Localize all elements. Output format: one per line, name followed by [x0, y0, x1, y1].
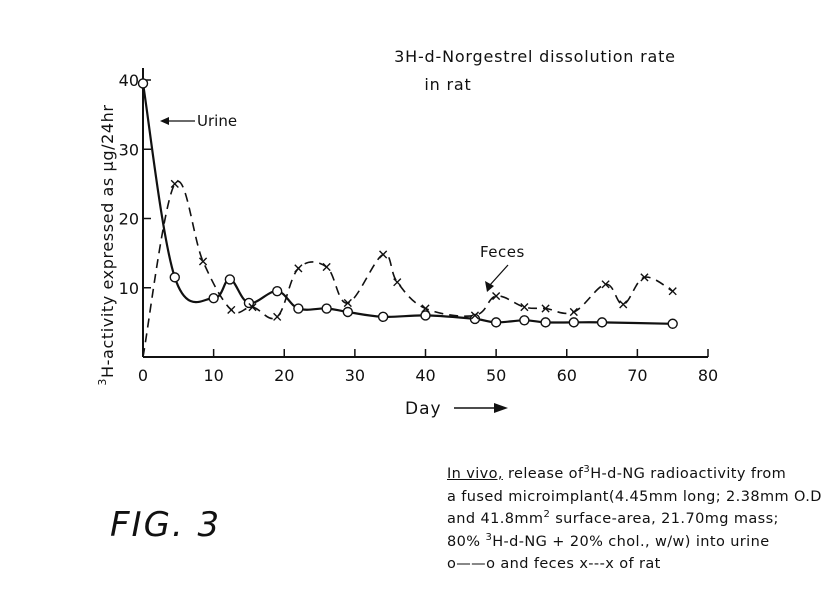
caption-line4-sup: 3	[485, 531, 493, 543]
caption-line-3: and 41.8mm2 surface-area, 21.70mg mass;	[447, 508, 822, 531]
feces-point-9	[379, 250, 388, 259]
urine-point-5	[271, 286, 283, 297]
x-tick-label-0: 0	[138, 366, 148, 385]
y-axis-label: 3H-activity expressed as µg/24hr	[96, 104, 117, 385]
caption-line1-sup: 3	[583, 464, 591, 476]
y-tick-label-40: 40	[119, 71, 139, 90]
feces-point-14	[520, 303, 529, 312]
caption-line-5: o——o and feces x---x of rat	[447, 556, 661, 572]
urine-point-2	[208, 292, 219, 304]
y-tick-label-20: 20	[119, 210, 139, 229]
feces-annotation-label: Feces	[480, 243, 525, 261]
caption-line-1: In vivo, release of3H-d-NG radioactivity…	[447, 463, 822, 486]
feces-point-4	[248, 303, 257, 312]
x-tick-label-50: 50	[486, 366, 506, 385]
feces-point-7	[322, 262, 331, 272]
caption-line-2: a fused microimplant(4.45mm long; 2.38mm…	[447, 488, 822, 505]
urine-point-3	[224, 274, 236, 285]
x-tick-label-80: 80	[698, 366, 718, 385]
x-axis-label: Day	[405, 399, 442, 419]
urine-point-16	[596, 317, 608, 328]
caption: In vivo, release of3H-d-NG radioactivity…	[447, 463, 822, 576]
urine-point-14	[540, 317, 551, 328]
feces-annotation: Feces	[480, 243, 525, 292]
x-tick-label-20: 20	[274, 366, 294, 385]
feces-point-13	[492, 291, 501, 301]
urine-point-6	[293, 303, 304, 314]
urine-point-0	[137, 78, 149, 89]
x-tick-label-60: 60	[557, 366, 577, 385]
feces-point-6	[294, 264, 303, 273]
caption-line3-a: and 41.8mm	[447, 511, 544, 527]
feces-point-17	[601, 280, 610, 289]
caption-line1-a: release of	[502, 466, 584, 482]
y-axis-label-text: H-activity expressed as µg/24hr	[98, 104, 117, 378]
urine-annotation-label: Urine	[197, 112, 237, 130]
urine-point-8	[342, 306, 354, 318]
urine-point-9	[377, 311, 389, 323]
chart-title-line1: 3H-d-Norgestrel dissolution rate	[394, 47, 676, 66]
urine-point-15	[568, 317, 580, 328]
feces-point-18	[619, 300, 628, 309]
feces-point-3	[227, 305, 236, 315]
x-tick-label-40: 40	[415, 366, 435, 385]
caption-in-vivo: In vivo,	[447, 466, 503, 482]
feces-point-12	[470, 311, 480, 320]
x-tick-label-10: 10	[203, 366, 223, 385]
chart-title-line2: in rat	[424, 75, 471, 94]
y-tick-label-10: 10	[119, 279, 139, 298]
figure-label: FIG. 3	[110, 505, 222, 545]
feces-point-16	[569, 307, 578, 317]
caption-line1-b: H-d-NG radioactivity from	[590, 466, 787, 482]
caption-line4-a: 80%	[447, 533, 486, 550]
chart: 0 10 20 30 40 50 60 70 80 10 20 30 40 3H-d-Norgestre…	[96, 47, 718, 419]
feces-point-8	[343, 298, 352, 308]
urine-annotation: Urine	[160, 112, 237, 130]
urine-point-17	[667, 318, 678, 329]
caption-line4-b: H-d-NG + 20% chol., w/w) into urine	[492, 533, 770, 550]
x-tick-label-30: 30	[345, 366, 365, 385]
urine-point-7	[321, 303, 332, 314]
urine-point-1	[169, 272, 180, 283]
urine-point-11	[469, 313, 481, 325]
y-tick-label-30: 30	[119, 140, 139, 159]
feces-point-2	[198, 257, 208, 266]
caption-line3-b: surface-area, 21.70mg mass;	[550, 511, 779, 527]
urine-point-13	[519, 315, 530, 326]
feces-point-10	[393, 278, 402, 287]
x-tick-label-70: 70	[627, 366, 647, 385]
feces-point-1	[170, 179, 179, 188]
feces-point-19	[640, 273, 649, 282]
urine-point-12	[490, 317, 502, 328]
x-axis-label-arrow	[454, 403, 508, 413]
feces-point-15	[541, 304, 550, 313]
urine-point-10	[420, 310, 431, 321]
feces-point-5	[273, 312, 282, 321]
caption-line3-sup: 2	[543, 509, 551, 521]
feces-series-line	[142, 180, 674, 358]
feces-point-11	[421, 304, 430, 313]
y-axis-label-sup: 3	[96, 378, 109, 386]
feces-point-20	[668, 287, 677, 296]
caption-line-4: 80% 3H-d-NG + 20% chol., w/w) into urine	[447, 531, 822, 554]
